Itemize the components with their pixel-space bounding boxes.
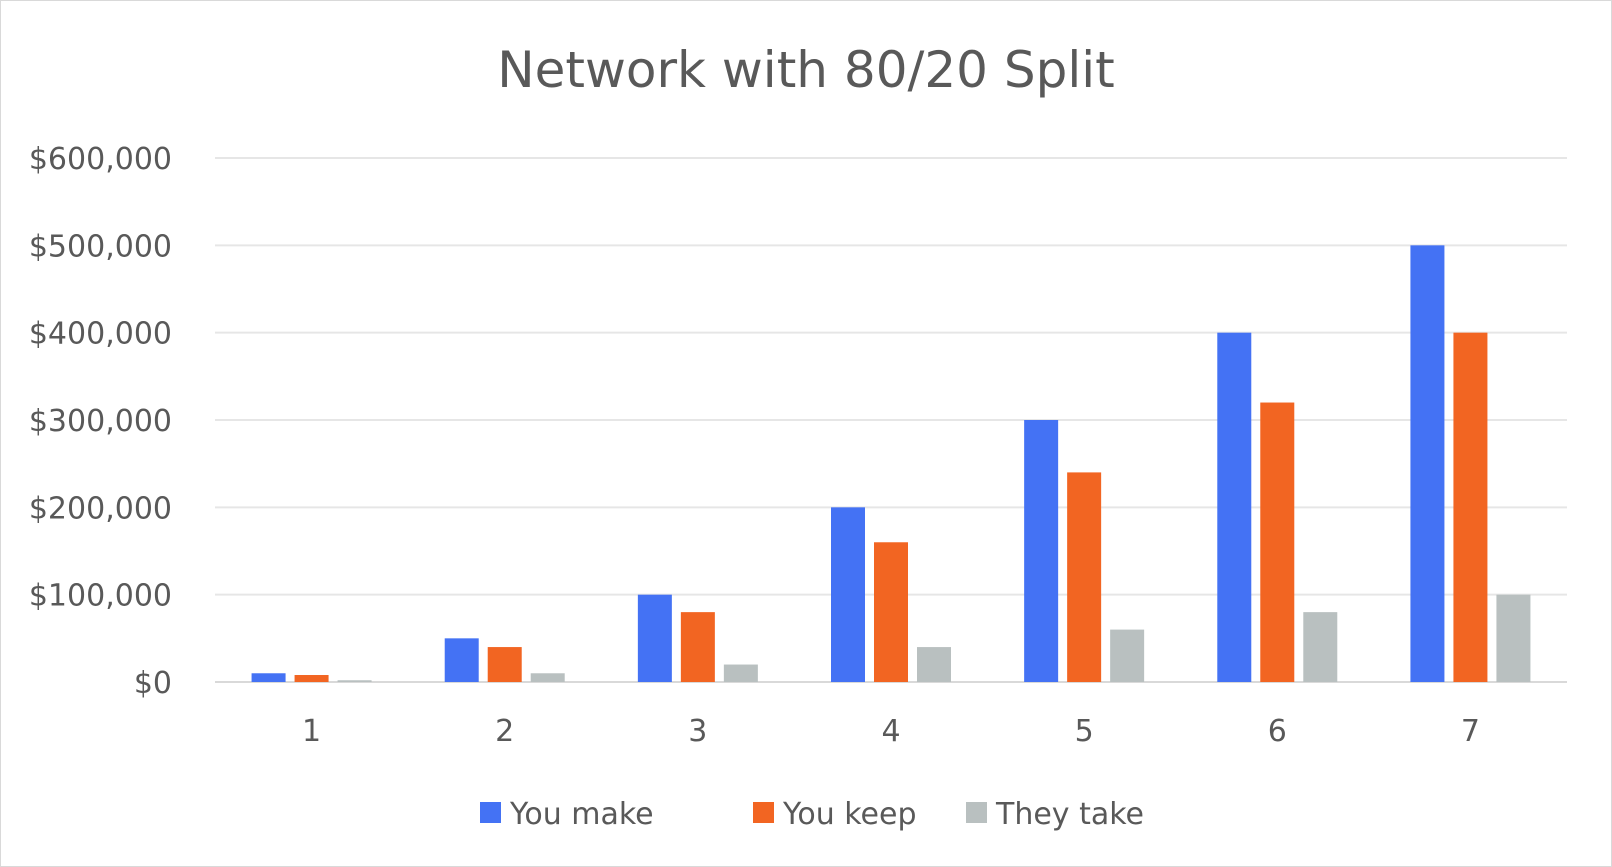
bar-you-keep-1 <box>294 675 329 682</box>
bar-you-make-7 <box>1410 245 1445 683</box>
bar-you-make-5 <box>1024 420 1059 682</box>
legend-swatch-you-make <box>480 802 501 823</box>
y-tick-label: $600,000 <box>29 142 172 177</box>
bar-you-keep-3 <box>680 612 715 682</box>
x-tick-label: 5 <box>1075 714 1094 749</box>
bar-they-take-7 <box>1496 594 1531 682</box>
legend-label: You make <box>509 797 654 832</box>
x-tick-label: 1 <box>302 714 321 749</box>
bar-they-take-2 <box>530 673 565 682</box>
x-tick-label: 4 <box>881 714 900 749</box>
x-axis-ticks: 1 2 3 4 5 6 7 <box>302 714 1480 749</box>
x-tick-label: 7 <box>1461 714 1480 749</box>
legend: You make You keep They take <box>480 797 1144 832</box>
bar-they-take-4 <box>917 647 951 682</box>
bar-they-take-6 <box>1303 612 1338 682</box>
y-tick-label: $500,000 <box>29 229 172 264</box>
legend-swatch-you-keep <box>753 802 774 823</box>
y-tick-label: $100,000 <box>29 579 172 614</box>
bar-you-keep-6 <box>1260 402 1295 682</box>
bar-they-take-1 <box>337 680 372 682</box>
bar-you-make-3 <box>637 594 672 682</box>
bar-you-keep-5 <box>1067 472 1102 682</box>
gridlines <box>215 157 1567 683</box>
legend-swatch-they-take <box>966 802 987 823</box>
bar-they-take-5 <box>1110 629 1145 682</box>
x-tick-label: 3 <box>688 714 707 749</box>
x-tick-label: 6 <box>1268 714 1287 749</box>
bar-you-make-2 <box>444 638 479 682</box>
y-axis-ticks: $0 $100,000 $200,000 $300,000 $400,000 $500,0… <box>29 142 172 701</box>
bar-you-keep-2 <box>487 647 522 682</box>
y-tick-label: $200,000 <box>29 491 172 526</box>
bar-you-keep-4 <box>874 542 908 682</box>
bar-they-take-3 <box>723 664 758 682</box>
legend-label: You keep <box>782 797 917 832</box>
bar-you-make-1 <box>251 673 286 682</box>
bars <box>251 245 1531 683</box>
bar-you-make-6 <box>1217 332 1252 682</box>
y-tick-label: $0 <box>134 666 172 701</box>
bar-you-keep-7 <box>1453 332 1488 682</box>
y-tick-label: $300,000 <box>29 404 172 439</box>
y-tick-label: $400,000 <box>29 317 172 352</box>
chart-title: Network with 80/20 Split <box>497 41 1114 99</box>
bar-you-make-4 <box>831 507 865 682</box>
legend-label: They take <box>995 797 1144 832</box>
x-tick-label: 2 <box>495 714 514 749</box>
